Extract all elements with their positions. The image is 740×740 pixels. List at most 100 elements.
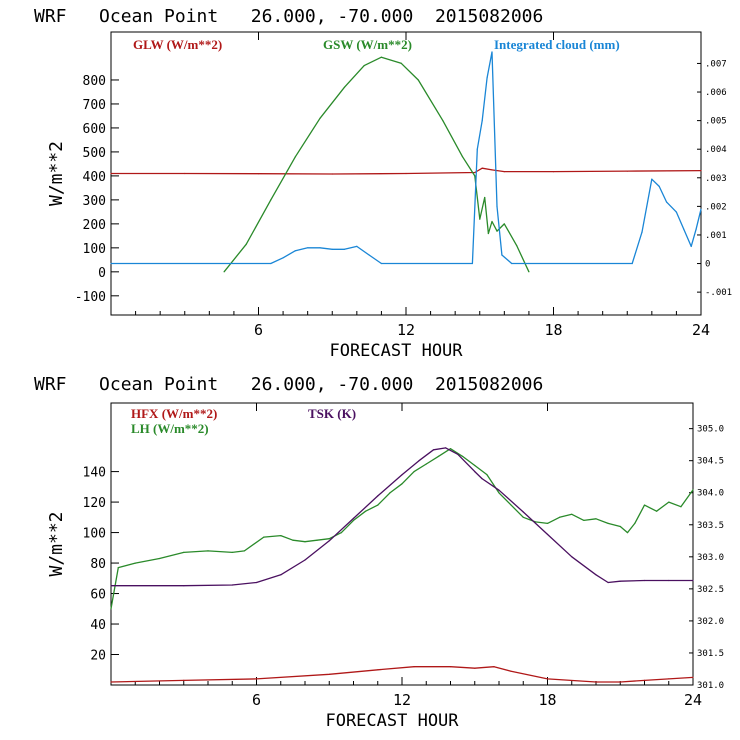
legend-entry: HFX (W/m**2): [131, 406, 217, 421]
data-point: [356, 245, 358, 247]
data-point: [245, 243, 247, 245]
data-point: [343, 248, 346, 250]
data-point: [445, 447, 447, 449]
series-line-1: [111, 167, 702, 175]
data-point: [294, 156, 296, 158]
y-tick-label: 800: [83, 74, 106, 89]
y2-tick-label: .004: [705, 145, 727, 155]
y2-tick-label: 303.0: [697, 553, 724, 563]
data-point: [462, 455, 464, 457]
data-point: [377, 504, 379, 506]
x-tick-label: 6: [252, 691, 261, 709]
data-point: [692, 676, 694, 679]
data-point: [401, 483, 403, 485]
panel-1: WRF Ocean Point 26.000, -70.000 20150820…: [34, 6, 732, 361]
y-tick-label: 600: [83, 122, 106, 137]
data-point: [319, 247, 321, 249]
data-point: [110, 262, 112, 265]
x-tick-label: 24: [684, 691, 702, 709]
data-point: [380, 262, 382, 265]
series-line-2: [223, 56, 530, 273]
data-point: [476, 148, 478, 150]
data-point: [365, 510, 367, 512]
y-axis-label: W/m**2: [46, 141, 67, 206]
data-point: [474, 464, 476, 467]
y2-tick-label: 303.5: [697, 521, 724, 531]
series-line-1: [110, 666, 694, 683]
data-point: [425, 463, 427, 465]
data-point: [263, 536, 265, 538]
data-point: [522, 511, 524, 513]
data-point: [319, 117, 321, 119]
data-point: [552, 171, 555, 173]
data-point: [700, 208, 702, 210]
y-tick-label: 60: [90, 588, 106, 603]
data-point: [331, 173, 333, 175]
data-point: [487, 232, 489, 235]
data-point: [292, 539, 294, 541]
data-point: [243, 550, 245, 552]
data-point: [110, 608, 112, 610]
x-tick-label: 18: [544, 321, 562, 339]
plot-frame: [110, 402, 694, 686]
data-point: [668, 678, 670, 680]
x-tick-label: 6: [254, 321, 263, 339]
data-point: [486, 77, 488, 79]
data-point: [510, 670, 512, 672]
data-point: [546, 533, 549, 536]
data-point: [631, 262, 633, 265]
data-point: [380, 56, 382, 58]
data-point: [498, 492, 500, 494]
data-point: [695, 228, 697, 230]
data-point: [134, 562, 136, 564]
data-point: [117, 567, 119, 569]
y-tick-label: 20: [90, 649, 106, 664]
data-point: [595, 518, 597, 520]
y-tick-label: 0: [98, 266, 106, 281]
data-point: [571, 556, 573, 558]
data-point: [207, 550, 209, 552]
x-tick-label: 12: [393, 691, 411, 709]
data-point: [634, 522, 636, 525]
y-tick-label: -100: [75, 290, 106, 305]
data-point: [183, 679, 185, 682]
y-tick-label: 300: [83, 194, 106, 209]
x-axis-label: FORECAST HOUR: [329, 341, 463, 361]
data-point: [486, 474, 488, 476]
data-point: [692, 489, 694, 491]
data-point: [270, 262, 272, 265]
y2-tick-label: 304.0: [697, 489, 724, 499]
data-point: [474, 175, 476, 177]
data-point: [418, 460, 420, 462]
data-point: [656, 510, 658, 512]
data-point: [377, 495, 379, 497]
data-point: [546, 678, 549, 680]
y-tick-label: 200: [83, 218, 106, 233]
data-point: [328, 538, 330, 540]
data-point: [413, 471, 415, 473]
data-point: [643, 504, 646, 506]
data-point: [417, 79, 419, 81]
data-point: [255, 678, 258, 680]
data-point: [282, 257, 284, 259]
legend-entry: GSW (W/m**2): [323, 37, 412, 52]
data-point: [595, 681, 597, 683]
data-point: [503, 223, 505, 225]
data-point: [223, 271, 225, 273]
y2-tick-label: .007: [705, 59, 727, 69]
data-point: [481, 478, 483, 480]
data-point: [340, 532, 342, 534]
data-point: [377, 669, 379, 671]
data-point: [583, 519, 585, 522]
data-point: [692, 579, 694, 582]
data-point: [619, 525, 621, 528]
data-point: [501, 254, 503, 256]
data-point: [479, 218, 481, 220]
data-point: [304, 559, 306, 561]
data-point: [343, 86, 346, 88]
data-point: [280, 535, 282, 537]
data-point: [643, 579, 646, 582]
data-point: [481, 120, 483, 122]
data-point: [675, 211, 678, 213]
data-point: [304, 541, 306, 543]
